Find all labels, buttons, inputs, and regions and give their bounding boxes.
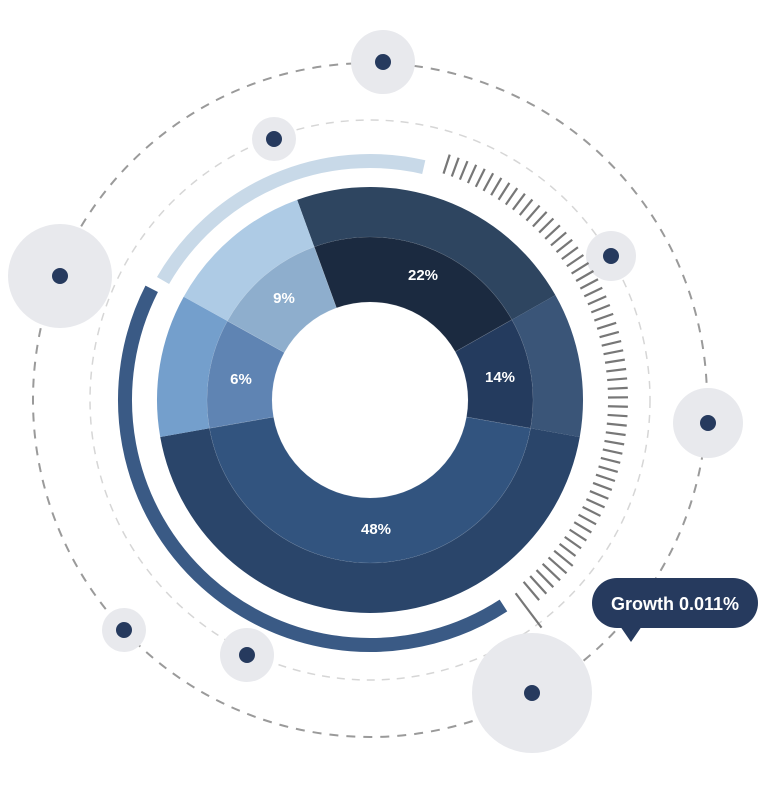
inner-dashed-orbit	[89, 119, 651, 681]
growth-tooltip: Growth 0.011%	[592, 578, 758, 642]
data-label-2: 14%	[485, 369, 515, 386]
orbit-node-dot	[239, 647, 255, 663]
tick-mark	[602, 448, 623, 455]
tick-mark	[532, 211, 548, 228]
tick-mark	[482, 172, 495, 192]
tick-mark	[535, 569, 555, 588]
tick-mark	[601, 340, 622, 347]
tick-mark	[504, 187, 519, 206]
tick-mark	[578, 513, 597, 526]
tick-mark	[553, 549, 574, 567]
outer-segment-1	[297, 187, 556, 320]
tick-mark	[573, 521, 592, 534]
tick-mark	[564, 535, 582, 550]
tick-mark	[592, 481, 613, 491]
tick-mark	[606, 422, 627, 427]
tick-mark	[599, 330, 620, 339]
outer-segment-5	[183, 199, 315, 321]
light-progress-arc	[156, 154, 426, 285]
data-label-4: 6%	[230, 371, 252, 388]
tick-mark	[566, 254, 585, 268]
tick-mark	[497, 182, 511, 201]
tooltip-bubble	[592, 578, 758, 628]
tick-mark	[604, 439, 625, 446]
orbit-node-dot	[266, 131, 282, 147]
tick-mark	[598, 465, 619, 474]
inner-segment-5	[227, 246, 337, 353]
tick-mark	[606, 367, 627, 373]
data-label-5: 9%	[273, 290, 295, 307]
orbit-node-dot	[52, 268, 68, 284]
orbit-node-dot	[375, 54, 391, 70]
tooltip-text: Growth 0.011%	[611, 594, 739, 614]
tick-mark	[600, 456, 621, 464]
tick-mark	[582, 505, 601, 517]
dark-progress-arc	[118, 285, 508, 652]
tick-mark	[529, 575, 548, 595]
tick-mark	[607, 405, 628, 408]
outer-segment-3	[160, 428, 580, 614]
tick-mark	[585, 498, 606, 509]
tick-mark	[474, 168, 486, 188]
outer-segment-4	[156, 296, 228, 437]
tick-mark	[587, 295, 607, 306]
orbit-node-dot	[603, 248, 619, 264]
tick-mark	[518, 198, 534, 216]
pointer-line	[514, 592, 543, 629]
tick-mark	[575, 270, 594, 282]
tooltip-tail	[620, 626, 642, 642]
tick-mark	[596, 321, 617, 330]
tick-mark	[558, 543, 577, 557]
orbit-node-dot	[116, 622, 132, 638]
inner-segment-3	[209, 416, 531, 564]
tick-mark	[607, 386, 628, 390]
tick-mark	[458, 160, 469, 181]
tick-mark	[607, 413, 628, 418]
tick-mark	[550, 231, 567, 247]
tick-mark	[442, 154, 451, 174]
tick-mark	[607, 377, 628, 382]
tick-mark	[538, 217, 555, 234]
tick-mark	[595, 473, 616, 483]
orbit-node-dot	[700, 415, 716, 431]
tick-mark	[490, 177, 503, 196]
tick-mark	[589, 490, 609, 500]
tick-mark	[555, 238, 573, 254]
tick-mark	[512, 193, 526, 211]
tick-mark	[544, 224, 561, 240]
tick-mark	[522, 581, 540, 601]
tick-mark	[571, 261, 590, 275]
outer-segment-2	[511, 295, 583, 437]
tick-mark	[450, 157, 460, 177]
tick-mark	[579, 278, 599, 290]
tick-mark	[525, 204, 541, 222]
inner-segment-1	[313, 236, 513, 353]
tick-mark	[593, 312, 614, 322]
tick-mark	[547, 556, 568, 575]
orbit-node-dot	[524, 685, 540, 701]
data-label-3: 48%	[361, 521, 391, 538]
tick-mark	[541, 563, 561, 582]
tick-mark	[605, 431, 626, 437]
tick-mark	[604, 358, 625, 364]
tick-mark	[603, 349, 624, 356]
tick-mark	[590, 304, 611, 314]
tick-mark	[569, 528, 587, 542]
data-label-1: 22%	[408, 267, 438, 284]
tick-mark	[583, 286, 603, 298]
tick-mark	[466, 164, 478, 184]
tick-mark	[561, 246, 579, 260]
